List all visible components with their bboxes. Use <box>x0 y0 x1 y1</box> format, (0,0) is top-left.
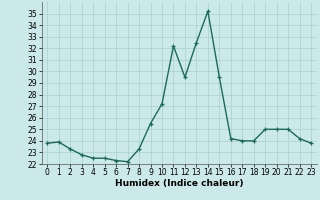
X-axis label: Humidex (Indice chaleur): Humidex (Indice chaleur) <box>115 179 244 188</box>
